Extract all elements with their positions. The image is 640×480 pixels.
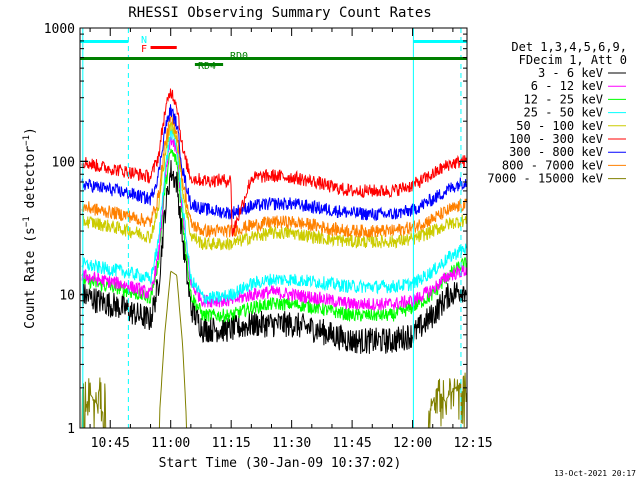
generation-timestamp: 13-Oct-2021 20:17 bbox=[554, 469, 636, 478]
legend-label-6: 100 - 300 keV bbox=[509, 132, 603, 146]
legend-label-4: 25 - 50 keV bbox=[524, 106, 603, 120]
plot-frame bbox=[79, 27, 468, 429]
x-tick-label: 11:00 bbox=[151, 436, 190, 451]
legend-label-8: 800 - 7000 keV bbox=[502, 158, 603, 172]
night-status-bar-left bbox=[80, 40, 129, 43]
legend-label-5: 50 - 100 keV bbox=[516, 119, 603, 133]
x-axis: 10:45 11:00 11:15 11:30 11:45 12:00 12:15 bbox=[89, 28, 493, 451]
series-line-2 bbox=[81, 136, 468, 311]
annotation-n: N bbox=[141, 35, 147, 46]
y-tick-label: 10 bbox=[59, 289, 75, 304]
annotation-f: F bbox=[141, 44, 147, 55]
series-line-6 bbox=[81, 88, 468, 237]
flare-status-bar bbox=[150, 46, 177, 49]
y-tick-label: 1000 bbox=[44, 22, 75, 37]
x-tick-label: 12:15 bbox=[453, 436, 492, 451]
legend-label-1: 3 - 6 keV bbox=[538, 66, 603, 80]
legend-title-line-1: Det 1,3,4,5,6,9, bbox=[511, 40, 627, 54]
series-line-1 bbox=[81, 160, 467, 354]
legend-label-7: 300 - 800 keV bbox=[509, 145, 603, 159]
chart-title: RHESSI Observing Summary Count Rates bbox=[128, 5, 431, 21]
legend-label-2: 6 - 12 keV bbox=[531, 79, 603, 93]
series-line-7 bbox=[81, 104, 468, 222]
annotation-rd4: RD4 bbox=[198, 61, 216, 72]
legend-label-3: 12 - 25 keV bbox=[524, 92, 603, 106]
status-bars-layer: NF RD0 RD4 bbox=[80, 28, 467, 428]
legend: Det 1,3,4,5,6,9, FDecim 1, Att 0 3 - 6 k… bbox=[487, 40, 627, 186]
annotation-rd0: RD0 bbox=[230, 51, 248, 62]
rd4-status-bar bbox=[194, 63, 224, 66]
y-axis: 1 10 100 1000 bbox=[44, 22, 467, 437]
series-layer bbox=[81, 88, 468, 429]
y-tick-label: 100 bbox=[52, 155, 75, 170]
series-line-8 bbox=[81, 114, 468, 238]
x-tick-label: 10:45 bbox=[91, 436, 130, 451]
x-tick-label: 11:30 bbox=[272, 436, 311, 451]
x-tick-label: 11:45 bbox=[333, 436, 372, 451]
x-axis-label: Start Time (30-Jan-09 10:37:02) bbox=[159, 456, 402, 471]
night-status-bar-right bbox=[413, 40, 467, 43]
series-line-4 bbox=[81, 127, 468, 305]
rd0-status-bar bbox=[80, 57, 467, 60]
x-tick-label: 11:15 bbox=[212, 436, 251, 451]
y-tick-label: 1 bbox=[67, 422, 75, 437]
y-axis-label: Count Rate (s−1 detector−1) bbox=[22, 127, 38, 329]
legend-title-line-2: FDecim 1, Att 0 bbox=[519, 53, 627, 67]
legend-label-9: 7000 - 15000 keV bbox=[487, 172, 603, 186]
series-line-5 bbox=[81, 121, 468, 251]
x-tick-label: 12:00 bbox=[393, 436, 432, 451]
